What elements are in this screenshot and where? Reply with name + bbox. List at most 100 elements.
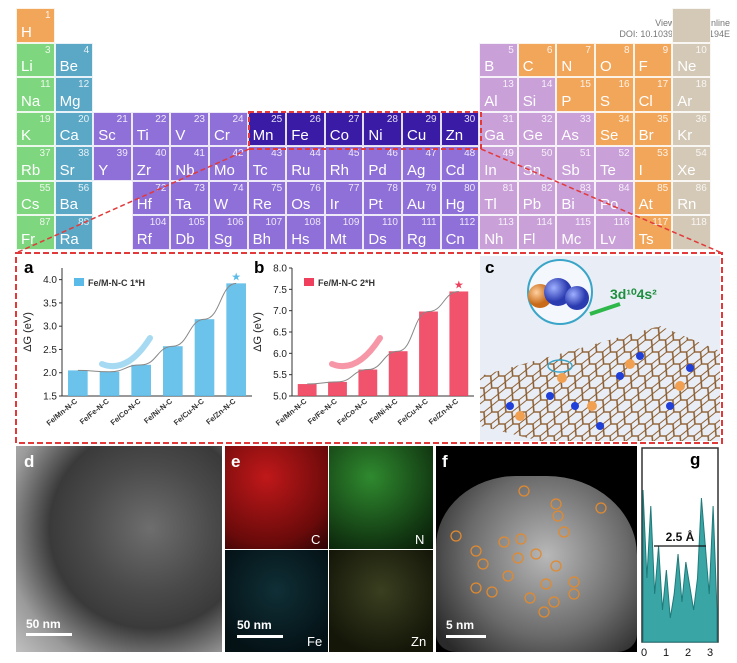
y-tick-label: 5.0 [273,392,287,403]
element-number: 104 [149,217,167,228]
element-symbol: Sn [522,161,542,179]
y-tick-label: 2.5 [43,345,57,356]
element-number: 116 [613,217,630,228]
panel-label-c: c [485,258,495,277]
single-atom-circles [450,485,607,618]
element-number: 18 [695,79,707,90]
element-symbol: Os [291,196,311,213]
element-symbol: Fe [291,127,309,144]
element-number: 38 [78,148,90,159]
element-number: 8 [624,44,630,56]
element-symbol: Ti [136,127,149,144]
element-number: 41 [193,148,205,159]
element-li: 3 Li [16,42,55,77]
bar [297,384,317,396]
element-ge: 32 Ge [517,111,557,146]
element-y: 39 Y [93,146,132,181]
element-number: 78 [386,182,398,194]
element-number: 22 [155,113,167,125]
element-number: 34 [618,113,630,125]
bar [194,319,215,396]
element-number: 5 [508,44,514,56]
element-ne: 10 Ne [672,42,711,77]
chart-g: 2.5 Å 0 1 2 3 [641,447,719,659]
element-symbol: Ts [638,230,654,248]
connector-left [15,148,250,254]
element-number: 77 [348,182,360,194]
element-symbol: Br [638,127,654,144]
element-ca: 20 Ca [54,111,94,146]
element-symbol: Ge [522,127,543,144]
element-symbol: V [175,127,186,144]
scalebar-d-label: 50 nm [26,617,61,631]
element-symbol: F [638,58,648,75]
eds-map-n [329,446,433,549]
y-tick-label: 7.0 [273,306,287,317]
element-re: 75 Re [247,180,287,215]
bond-ring [547,359,573,373]
element-number: 53 [657,148,669,159]
element-number: 25 [271,113,283,125]
element-number: 13 [502,79,514,90]
bar [358,369,378,396]
element-symbol: C [522,58,534,75]
element-zr: 40 Zr [131,146,171,181]
bar [99,371,120,396]
element-au: 79 Au [402,180,441,215]
element-number: 23 [193,113,205,125]
element-number: 36 [695,113,707,125]
metal-atoms [515,359,685,421]
bar [68,370,88,396]
element-i: 53 I [633,146,673,181]
y-tick-label: 6.5 [273,328,287,339]
element-symbol: Y [98,161,109,179]
element-si: 14 Si [517,77,557,112]
element-number: 17 [657,79,669,90]
y-tick-label: 1.5 [43,392,57,403]
element-k: 19 K [16,111,55,146]
panel-c: 3d¹⁰4s² [480,256,720,441]
element-symbol: In [484,161,497,179]
element-symbol: Sb [561,161,580,179]
element-number: 46 [386,148,398,159]
bar [163,346,183,396]
element-symbol: Re [252,196,272,213]
element-symbol: Hg [445,196,465,213]
element-symbol: I [638,161,643,179]
element-symbol: Bh [252,230,271,248]
y-tick-label: 5.5 [273,370,287,381]
legend-label: Fe/M-N-C 2*H [318,278,375,288]
element-number: 73 [193,182,205,194]
element-pt: 78 Pt [363,180,402,215]
element-number: 82 [541,182,553,194]
element-number: 107 [265,217,283,228]
particle-region [436,476,637,652]
element-symbol: Nh [484,230,504,248]
element-tc: 43 Tc [247,146,287,181]
intensity-profile [642,489,718,643]
element-symbol: Ra [59,230,79,248]
element-cd: 48 Cd [440,146,480,181]
electron-config-label: 3d¹⁰4s² [610,286,657,302]
element-br: 35 Br [633,111,673,146]
element-symbol: Pt [368,196,383,213]
element-xe: 54 Xe [672,146,711,181]
element-ar: 18 Ar [672,77,711,112]
y-axis-label: ΔG (eV) [22,312,34,352]
element-number: 16 [618,79,630,90]
element-symbol: Lv [600,230,616,248]
element-rg: 111 Rg [402,215,441,250]
element-symbol: W [214,196,229,213]
bar [328,381,347,396]
element-symbol: Ba [59,196,78,213]
element-number: 111 [421,217,437,228]
bar [226,283,246,396]
trend-arrow [329,335,383,370]
element-symbol: Nb [175,161,195,179]
element-symbol: Pb [522,196,542,213]
element-sc: 21 Sc [93,111,132,146]
element-symbol: Cr [214,127,230,144]
